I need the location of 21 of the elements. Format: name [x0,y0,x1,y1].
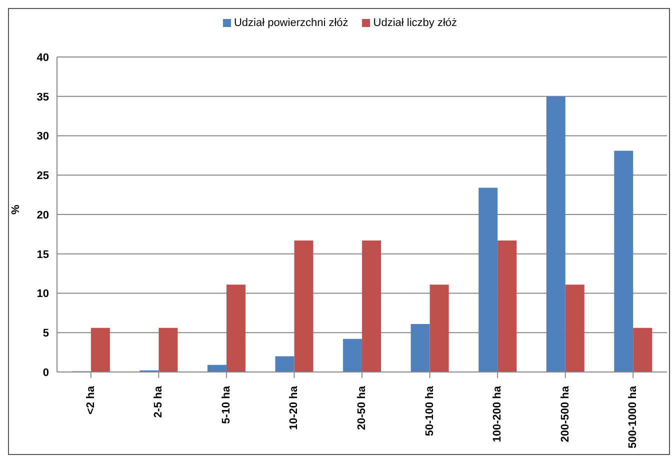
x-tick-label: 20-50 ha [356,385,368,430]
x-tick-label: <2 ha [84,385,97,414]
y-tick-label: 15 [36,248,49,261]
x-tick-label: 50-100 ha [424,385,436,436]
y-tick-label: 40 [36,52,49,64]
x-tick-label: 200-500 ha [559,385,572,442]
x-tick-label: 500-1000 ha [627,385,640,448]
y-axis-title: % [10,204,22,214]
x-tick-label: 100-200 ha [492,385,504,442]
y-tick-label: 0 [42,366,49,379]
x-tick-label: 2-5 ha [152,385,165,418]
y-tick-label: 35 [36,91,49,104]
legend-label: Udział powierzchni złóż [234,17,348,29]
y-tick-label: 10 [36,288,49,300]
y-tick-label: 30 [36,130,49,143]
legend-label: Udział liczby złóż [373,17,458,29]
x-tick-label: 5-10 ha [220,385,232,424]
y-tick-label: 25 [36,170,49,182]
y-tick-label: 20 [36,209,49,222]
x-tick-label: 10-20 ha [288,385,300,430]
y-tick-label: 5 [42,328,49,340]
